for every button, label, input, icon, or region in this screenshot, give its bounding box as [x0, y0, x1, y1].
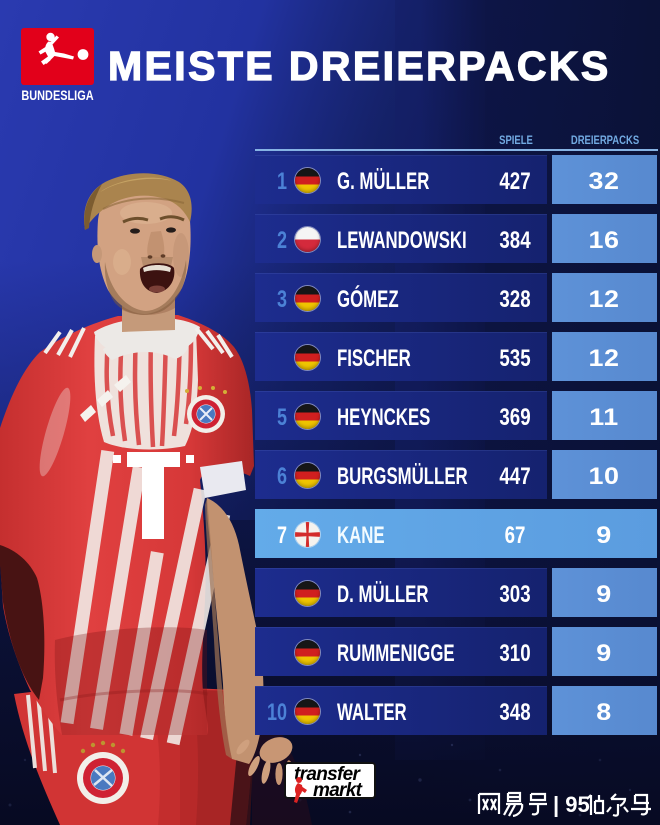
svg-text:| 95: | 95	[553, 792, 590, 817]
